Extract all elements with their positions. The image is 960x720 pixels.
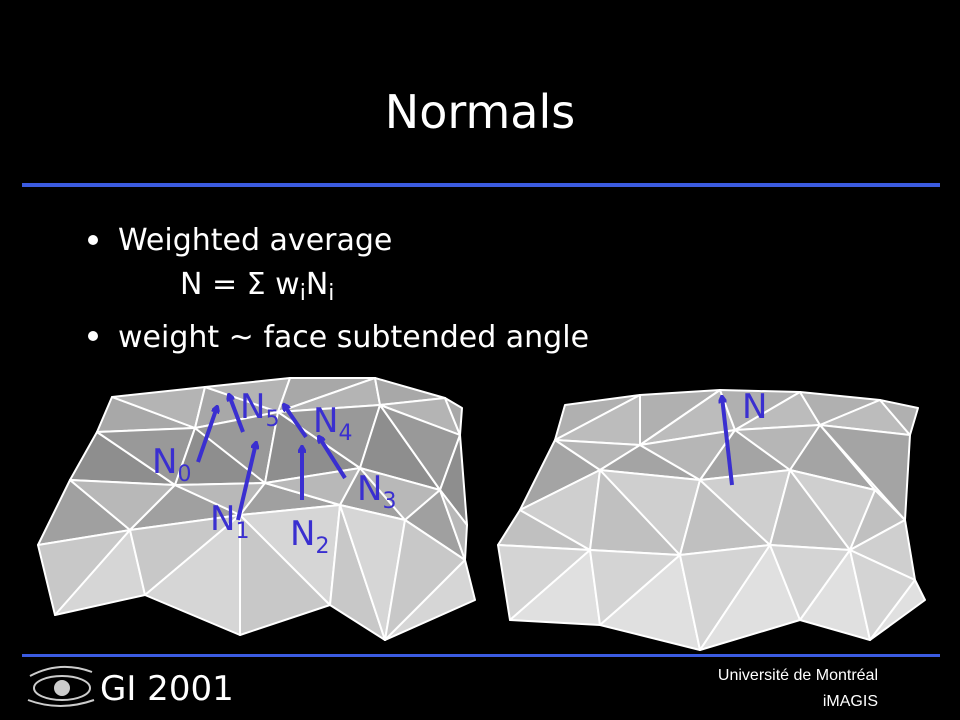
label-sub: 4 bbox=[338, 421, 352, 446]
label-sub: 5 bbox=[265, 407, 279, 432]
label-base: N bbox=[357, 469, 382, 509]
label-sub: 0 bbox=[177, 462, 191, 487]
arrow bbox=[284, 405, 308, 439]
conference: GI 2001 bbox=[100, 669, 234, 709]
label-base: N bbox=[240, 387, 265, 427]
arrow bbox=[319, 437, 347, 480]
university: Université de Montréal bbox=[718, 667, 878, 684]
label-base: N bbox=[290, 514, 315, 554]
label-sub: 1 bbox=[235, 519, 249, 544]
label-base: N bbox=[313, 401, 338, 441]
normal-label: N0 bbox=[152, 442, 191, 487]
mesh-left bbox=[37, 377, 476, 641]
formula-sub: i bbox=[328, 281, 334, 306]
arrow bbox=[229, 395, 245, 433]
title: Normals bbox=[385, 85, 575, 139]
mesh-face bbox=[444, 397, 463, 436]
bullet-text: weight ~ face subtended angle bbox=[118, 320, 589, 355]
arrow bbox=[236, 443, 256, 521]
bullet bbox=[88, 331, 98, 341]
arrows bbox=[196, 395, 734, 521]
formula-part: N bbox=[306, 267, 328, 302]
formula: N = Σ wiNi bbox=[180, 267, 334, 306]
logo bbox=[27, 665, 95, 707]
normal-label: N1 bbox=[210, 499, 249, 544]
bullet bbox=[88, 235, 98, 245]
mesh-face bbox=[879, 399, 919, 436]
arrow bbox=[196, 407, 217, 463]
label-sub: 3 bbox=[382, 489, 396, 514]
label-sub: 2 bbox=[315, 534, 329, 559]
normal-label: N2 bbox=[290, 514, 329, 559]
mesh-face bbox=[384, 559, 476, 641]
mesh-face bbox=[869, 579, 926, 641]
arrow bbox=[722, 397, 734, 486]
normal-label: N bbox=[742, 387, 767, 427]
lab: iMAGIS bbox=[823, 693, 878, 710]
mesh-right bbox=[497, 389, 926, 651]
formula-sub: i bbox=[300, 281, 306, 306]
footer-rule bbox=[22, 654, 940, 657]
label-base: N bbox=[152, 442, 177, 482]
label-base: N bbox=[210, 499, 235, 539]
normal-label: N5 bbox=[240, 387, 279, 432]
normal-label: N4 bbox=[313, 401, 352, 446]
mesh-face bbox=[439, 489, 468, 561]
formula-part: N = Σ w bbox=[180, 267, 300, 302]
rule bbox=[22, 183, 940, 187]
bullet-text: Weighted average bbox=[118, 223, 392, 258]
mesh-face bbox=[819, 424, 911, 521]
normal-label: N3 bbox=[357, 469, 396, 514]
